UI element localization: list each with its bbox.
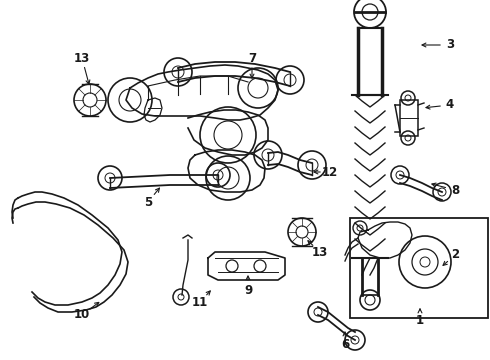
Text: 11: 11 xyxy=(192,296,208,309)
Text: 9: 9 xyxy=(244,284,252,297)
Text: 13: 13 xyxy=(312,246,328,258)
Text: 7: 7 xyxy=(248,51,256,64)
Text: 13: 13 xyxy=(74,51,90,64)
Text: 1: 1 xyxy=(416,314,424,327)
Text: 2: 2 xyxy=(451,248,459,261)
Text: 5: 5 xyxy=(144,195,152,208)
Text: 8: 8 xyxy=(451,184,459,197)
Bar xyxy=(400,100,418,136)
Bar xyxy=(350,218,488,318)
Text: 6: 6 xyxy=(341,338,349,351)
Text: 12: 12 xyxy=(322,166,338,179)
Text: 3: 3 xyxy=(446,39,454,51)
Text: 10: 10 xyxy=(74,309,90,321)
Text: 4: 4 xyxy=(446,99,454,112)
